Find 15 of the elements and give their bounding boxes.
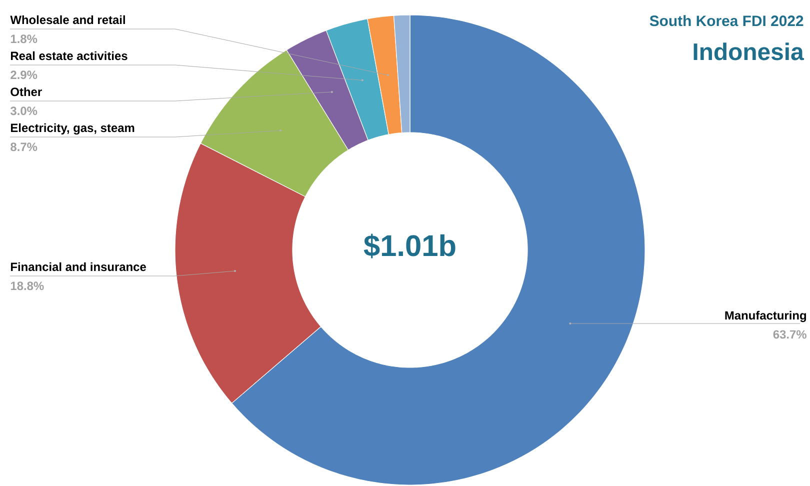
data-label: 2.9% [10, 70, 38, 80]
slice-label: Manufacturing [725, 310, 806, 322]
data-label: 18.8% [10, 282, 44, 290]
data-label: 8.7% [10, 142, 38, 152]
chart-subtitle: South Korea FDI 2022 [650, 15, 804, 26]
slice-label: Wholesale and retail [10, 15, 125, 24]
data-label: 1.8% [10, 34, 38, 44]
slice-label: Electricity, gas, steam [10, 123, 134, 135]
slice-label: Financial and insurance [10, 262, 146, 272]
text: Indonesia [694, 42, 804, 60]
slice-label: Other [10, 87, 42, 96]
data-label: 63.7% [773, 330, 806, 339]
text: $1.01b [364, 234, 456, 258]
data-label: 3.0% [10, 106, 38, 116]
slice-label: Real estate activities [10, 51, 128, 60]
